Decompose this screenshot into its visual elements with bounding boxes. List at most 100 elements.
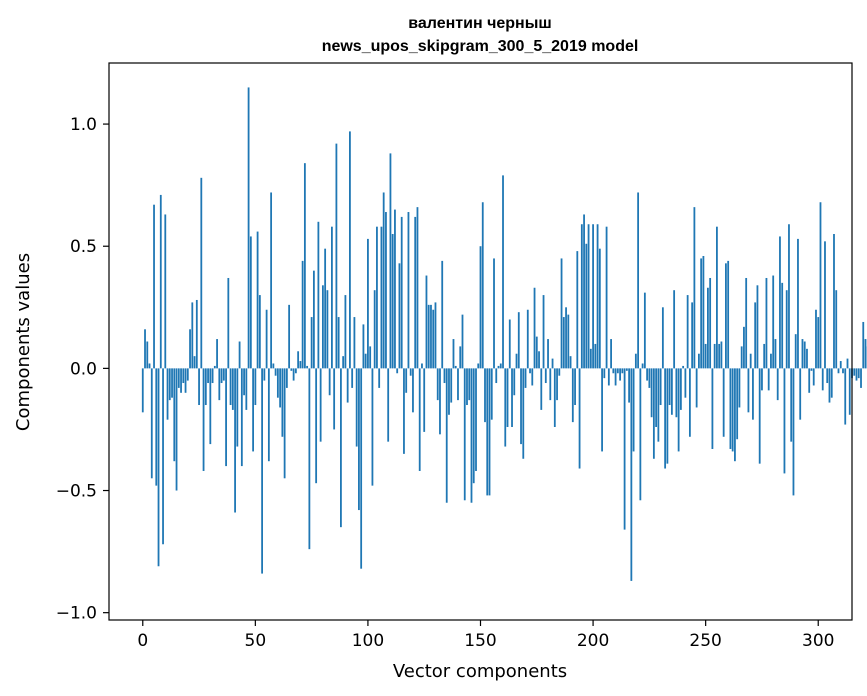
bar-component-37	[225, 368, 227, 467]
bar-component-12	[168, 368, 171, 401]
bar-component-25	[198, 368, 200, 406]
bar-component-273	[756, 285, 759, 369]
bar-component-204	[601, 368, 603, 452]
bar-component-200	[592, 224, 594, 369]
y-axis-label: Components values	[13, 253, 34, 431]
bar-component-100	[367, 238, 369, 369]
bar-component-240	[682, 365, 685, 369]
bar-component-251	[707, 287, 709, 369]
bar-component-187	[562, 317, 565, 369]
bar-component-189	[567, 314, 570, 369]
bar-component-311	[842, 368, 844, 374]
bar-component-277	[765, 277, 768, 369]
bar-component-32	[213, 365, 216, 369]
y-axis-ticks: −1.0 −0.5 0.0 0.5 1.0	[56, 115, 109, 624]
bar-component-213	[621, 368, 624, 374]
bar-component-285	[783, 368, 786, 474]
x-tick-label: 50	[245, 631, 267, 651]
bar-component-260	[727, 260, 730, 369]
bar-component-113	[396, 368, 399, 374]
bar-component-47	[247, 87, 250, 369]
bar-component-181	[549, 368, 552, 401]
bar-component-160	[502, 175, 504, 369]
bar-component-53	[261, 368, 263, 574]
bar-component-83	[328, 368, 331, 396]
bar-component-299	[815, 309, 817, 369]
bar-component-238	[677, 368, 680, 452]
bar-component-157	[495, 368, 498, 384]
bar-component-148	[475, 368, 477, 471]
bar-component-9	[162, 368, 164, 545]
bar-component-99	[364, 353, 367, 369]
bar-component-307	[833, 234, 835, 369]
bar-component-174	[533, 287, 536, 369]
bar-component-261	[729, 368, 732, 449]
bar-component-122	[416, 207, 419, 369]
y-tick-label: 0.5	[70, 237, 97, 257]
bar-component-289	[792, 368, 795, 496]
bar-component-48	[249, 236, 252, 369]
bar-component-86	[335, 143, 338, 369]
bar-component-179	[544, 368, 547, 384]
bar-component-22	[191, 302, 194, 369]
bar-component-19	[184, 368, 187, 393]
bar-component-24	[195, 299, 198, 369]
bar-component-194	[578, 368, 581, 469]
bar-component-313	[846, 358, 849, 369]
bar-component-190	[569, 356, 572, 369]
bar-component-263	[734, 368, 736, 462]
bar-component-27	[202, 368, 205, 471]
bar-component-23	[193, 356, 196, 369]
bar-component-128	[430, 304, 432, 369]
bar-component-159	[499, 363, 502, 369]
bar-component-129	[432, 309, 435, 369]
bar-component-141	[459, 346, 462, 369]
bar-component-41	[234, 368, 236, 513]
bar-component-124	[421, 363, 423, 369]
bar-component-202	[596, 224, 599, 369]
bar-component-13	[171, 368, 173, 398]
bar-component-30	[209, 368, 212, 445]
bar-component-225	[648, 368, 651, 388]
bar-component-68	[294, 368, 297, 374]
bar-component-290	[794, 334, 797, 369]
bar-component-40	[231, 368, 234, 410]
bar-component-10	[164, 214, 167, 369]
bar-component-88	[340, 368, 342, 528]
bar-component-301	[819, 202, 822, 369]
bar-component-270	[749, 353, 752, 369]
bar-component-155	[490, 368, 493, 420]
bar-component-165	[513, 368, 516, 396]
bar-component-228	[655, 368, 658, 427]
bar-component-153	[486, 368, 489, 496]
bar-component-69	[297, 351, 300, 369]
bar-component-106	[380, 226, 383, 369]
bar-component-103	[373, 290, 376, 369]
bar-component-105	[378, 368, 381, 388]
bar-component-320	[862, 321, 865, 369]
x-tick-label: 200	[577, 631, 609, 651]
bar-component-269	[747, 368, 750, 413]
bar-component-64	[285, 368, 288, 388]
bar-component-75	[310, 317, 313, 369]
bar-component-193	[576, 251, 579, 369]
bar-component-257	[720, 341, 723, 369]
bar-component-127	[427, 304, 430, 369]
bar-component-309	[837, 368, 840, 374]
bar-component-73	[306, 365, 309, 369]
bar-component-305	[828, 368, 831, 403]
bar-component-89	[342, 356, 345, 369]
bar-component-258	[722, 368, 725, 437]
bar-component-138	[452, 339, 455, 369]
bar-component-145	[468, 368, 471, 401]
bar-component-0	[141, 368, 144, 413]
bar-component-185	[558, 368, 561, 376]
bar-component-43	[238, 341, 241, 369]
bar-component-62	[281, 368, 284, 437]
bar-component-11	[166, 368, 169, 420]
bar-component-16	[177, 368, 180, 388]
bar-component-183	[553, 368, 556, 427]
bar-component-114	[398, 263, 401, 369]
bar-component-144	[466, 368, 468, 406]
bar-component-209	[612, 368, 615, 374]
